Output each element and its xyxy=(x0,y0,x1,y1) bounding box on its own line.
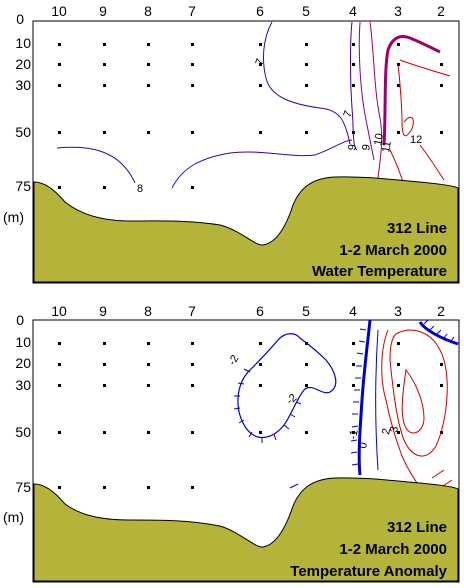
contour-label-12: 12 xyxy=(410,134,422,146)
temperature-contours xyxy=(56,21,451,189)
contour-hachures xyxy=(233,368,302,443)
station-label-6: 6 xyxy=(256,303,264,319)
depth-label-75: 75 xyxy=(15,178,31,194)
contour-zero-line xyxy=(357,319,372,476)
depth-label-30: 30 xyxy=(15,377,31,393)
depth-unit-label: (m) xyxy=(3,209,24,225)
info-line-date: 1-2 March 2000 xyxy=(339,541,447,558)
station-label-2: 2 xyxy=(437,303,445,319)
station-label-7: 7 xyxy=(188,3,196,19)
info-line-variable: Water Temperature xyxy=(312,263,447,280)
station-label-4: 4 xyxy=(349,303,357,319)
contour-warm-1 xyxy=(381,329,423,491)
contour-warm-c xyxy=(419,144,445,181)
contour-warm-3 xyxy=(401,368,425,434)
station-label-9: 9 xyxy=(99,303,107,319)
contour-label-minus-2b: -2 xyxy=(284,392,299,407)
contour-label-7b: 7 xyxy=(342,109,355,119)
depth-label-50: 50 xyxy=(15,424,31,440)
depth-unit-label: (m) xyxy=(3,509,24,525)
contour-cold-corner-hachures xyxy=(423,319,455,342)
contour-label-3: 3 xyxy=(388,425,401,433)
depth-label-50: 50 xyxy=(15,124,31,140)
contour-label-7a: 7 xyxy=(254,57,267,67)
sample-points xyxy=(58,43,443,189)
contour-minus-2-loop xyxy=(237,333,337,438)
depth-label-0: 0 xyxy=(16,312,24,328)
panel-temperature-anomaly: 10 9 8 7 6 5 4 3 2 0 10 20 30 50 75 (m) xyxy=(3,303,460,583)
contour-label-8: 8 xyxy=(137,183,143,195)
station-label-5: 5 xyxy=(302,3,310,19)
station-label-8: 8 xyxy=(144,3,152,19)
contour-11 xyxy=(369,21,383,179)
contour-9 xyxy=(350,21,358,151)
depth-label-30: 30 xyxy=(15,77,31,93)
station-label-10: 10 xyxy=(51,303,67,319)
contour-warm-a xyxy=(399,59,451,77)
depth-label-20: 20 xyxy=(15,355,31,371)
station-label-2: 2 xyxy=(437,3,445,19)
contour-10 xyxy=(358,21,375,161)
station-label-10: 10 xyxy=(51,3,67,19)
contour-small-cold xyxy=(289,483,299,489)
station-label-4: 4 xyxy=(349,3,357,19)
seafloor-bathymetry xyxy=(33,477,459,582)
station-label-6: 6 xyxy=(256,3,264,19)
plot-frame xyxy=(32,319,460,583)
plot-frame xyxy=(32,20,460,284)
station-label-8: 8 xyxy=(144,303,152,319)
depth-label-10: 10 xyxy=(15,35,31,51)
contour-label-11: 11 xyxy=(380,140,394,153)
contour-7 xyxy=(263,21,351,145)
station-label-7: 7 xyxy=(188,303,196,319)
contour-minus-1 xyxy=(375,329,379,471)
seafloor-bathymetry xyxy=(33,176,459,283)
depth-label-10: 10 xyxy=(15,334,31,350)
depth-label-0: 0 xyxy=(16,11,24,27)
station-label-5: 5 xyxy=(302,303,310,319)
contour-label-minus-2a: -2 xyxy=(226,353,241,367)
sample-points xyxy=(58,342,443,489)
anomaly-contours xyxy=(233,319,459,491)
contour-8 xyxy=(56,139,353,189)
depth-label-20: 20 xyxy=(15,56,31,72)
station-label-9: 9 xyxy=(99,3,107,19)
contour-label-9a: 9 xyxy=(346,143,359,151)
contour-zero-hachures xyxy=(350,328,367,466)
info-line-title: 312 Line xyxy=(387,519,447,536)
station-label-3: 3 xyxy=(394,3,402,19)
station-label-3: 3 xyxy=(394,303,402,319)
contour-label-minus-1: -1 xyxy=(347,429,361,441)
panel-water-temperature: 10 9 8 7 6 5 4 3 2 0 10 20 30 50 75 (m) xyxy=(3,3,460,284)
info-line-variable: Temperature Anomaly xyxy=(290,563,447,580)
contour-label-10: 10 xyxy=(372,132,386,146)
depth-label-75: 75 xyxy=(15,479,31,495)
contour-label-9b: 9 xyxy=(360,143,373,151)
info-line-date: 1-2 March 2000 xyxy=(339,242,447,259)
info-line-title: 312 Line xyxy=(387,220,447,237)
contour-label-zero: 0 xyxy=(357,441,370,449)
contour-warm-2 xyxy=(389,329,448,457)
contour-12 xyxy=(382,35,441,146)
contour-12-inner xyxy=(397,64,414,137)
contour-cold-corner xyxy=(418,321,459,346)
contour-label-2: 2 xyxy=(380,427,393,435)
